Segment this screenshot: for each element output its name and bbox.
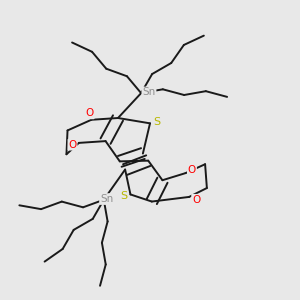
Text: O: O: [192, 195, 200, 205]
Text: O: O: [68, 140, 76, 150]
Text: O: O: [85, 108, 94, 118]
Text: Sn: Sn: [142, 87, 156, 98]
Text: Sn: Sn: [100, 194, 113, 204]
Text: S: S: [153, 117, 160, 127]
Text: O: O: [188, 165, 196, 175]
Text: S: S: [121, 191, 128, 201]
